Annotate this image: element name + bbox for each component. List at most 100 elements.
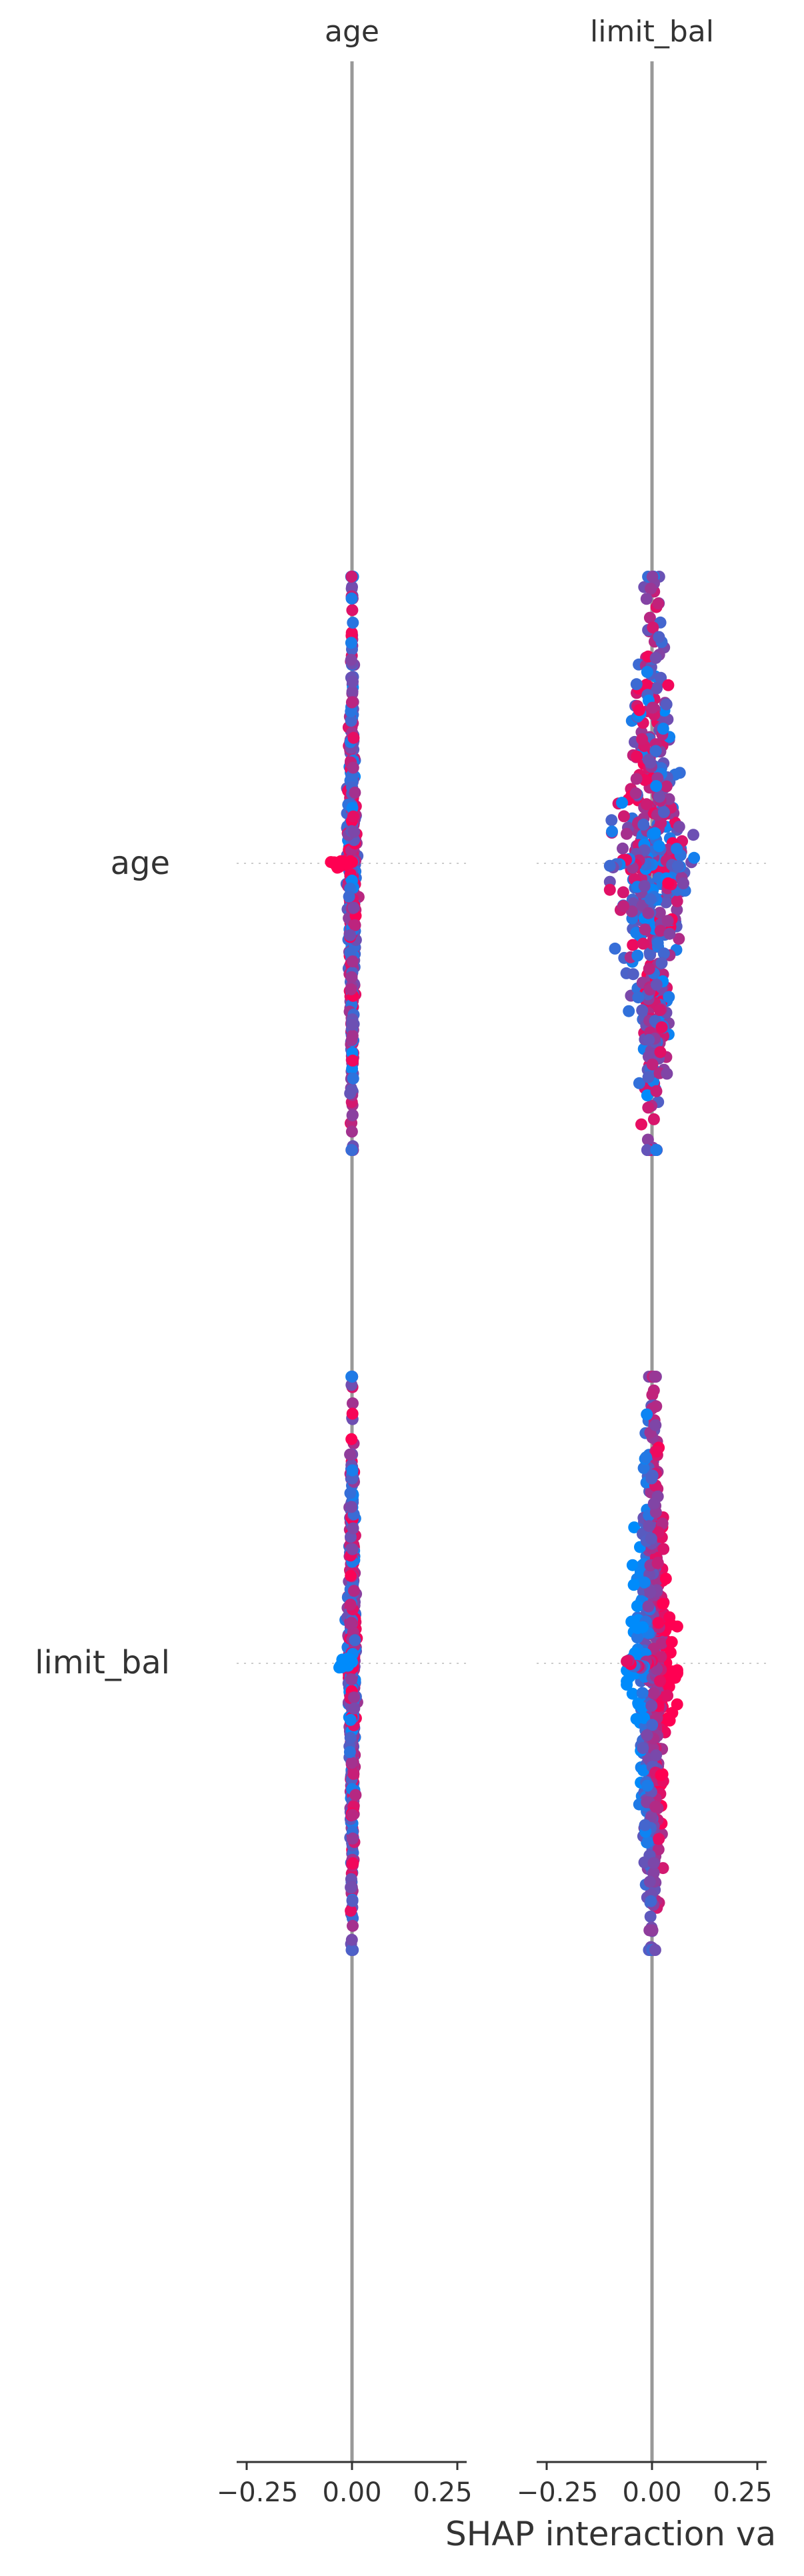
shap-point-age-age	[347, 731, 360, 744]
shap-point-age-age	[345, 715, 357, 727]
shap-point-limit_bal-age	[345, 1905, 357, 1917]
shap-point-age-age	[347, 1054, 359, 1067]
shap-point-limit_bal-age	[344, 1713, 357, 1726]
shap-point-limit_bal-limit_bal	[665, 1636, 678, 1649]
shap-point-age-limit_bal	[655, 957, 668, 969]
shap-point-age-limit_bal	[617, 900, 630, 913]
shap-point-limit_bal-limit_bal	[641, 1835, 654, 1848]
shap-point-age-age	[347, 1072, 359, 1085]
shap-point-age-limit_bal	[605, 814, 618, 827]
shap-point-age-limit_bal	[641, 1089, 653, 1101]
shap-point-limit_bal-age	[345, 1944, 358, 1956]
shap-point-limit_bal-limit_bal	[636, 1687, 649, 1699]
shap-point-age-limit_bal	[637, 937, 649, 950]
shap-point-age-limit_bal	[657, 806, 670, 819]
shap-point-limit_bal-limit_bal	[652, 1843, 665, 1856]
shap-point-age-age	[345, 983, 357, 995]
shap-point-age-limit_bal	[650, 978, 663, 991]
points-layer	[325, 571, 701, 1956]
shap-point-limit_bal-limit_bal	[645, 1895, 657, 1907]
shap-point-age-age	[345, 705, 357, 718]
shap-point-limit_bal-age	[345, 1433, 358, 1445]
shap-point-limit_bal-limit_bal	[642, 1600, 655, 1613]
shap-point-age-age	[347, 617, 359, 629]
shap-point-limit_bal-limit_bal	[636, 1701, 649, 1714]
shap-point-limit_bal-limit_bal	[647, 1857, 660, 1869]
x-tick-label-limit-bal-1: 0.00	[622, 2477, 681, 2508]
shap-point-limit_bal-limit_bal	[641, 1779, 653, 1792]
shap-point-limit_bal-limit_bal	[657, 1862, 669, 1875]
shap-point-age-age	[345, 592, 358, 605]
shap-point-limit_bal-limit_bal	[654, 1675, 666, 1687]
shap-point-age-limit_bal	[673, 933, 685, 945]
shap-point-age-age	[348, 825, 361, 838]
shap-point-limit_bal-limit_bal	[657, 1543, 670, 1555]
shap-point-age-age	[345, 637, 357, 649]
shap-point-limit_bal-limit_bal	[650, 1749, 662, 1762]
shap-point-limit_bal-limit_bal	[651, 1445, 663, 1458]
shap-point-age-limit_bal	[687, 829, 699, 841]
shap-point-age-limit_bal	[632, 991, 645, 1004]
shap-point-limit_bal-age	[343, 1746, 356, 1758]
row-label-age: age	[111, 845, 170, 882]
shap-point-limit_bal-age	[347, 1522, 359, 1535]
shap-point-age-limit_bal	[645, 583, 657, 595]
shap-point-age-limit_bal	[677, 877, 689, 889]
shap-point-age-limit_bal	[653, 840, 665, 853]
shap-point-limit_bal-limit_bal	[659, 1573, 672, 1585]
shap-point-age-limit_bal	[631, 949, 644, 962]
shap-point-age-limit_bal	[630, 773, 643, 785]
shap-point-age-limit_bal	[643, 947, 656, 959]
shap-point-age-limit_bal	[636, 733, 649, 745]
shap-point-age-limit_bal	[639, 923, 651, 936]
shap-point-age-limit_bal	[623, 1005, 635, 1017]
shap-point-limit_bal-limit_bal	[637, 1621, 649, 1633]
shap-point-age-limit_bal	[655, 671, 667, 684]
shap-point-limit_bal-limit_bal	[645, 1699, 658, 1712]
shap-point-limit_bal-age	[346, 1407, 359, 1420]
shap-point-limit_bal-limit_bal	[640, 1451, 653, 1463]
shap-point-limit_bal-age-tail	[333, 1661, 345, 1674]
x-tick-label-age-1: 0.00	[322, 2477, 381, 2508]
shap-point-limit_bal-age	[347, 1767, 360, 1780]
shap-point-limit_bal-limit_bal	[637, 1742, 649, 1754]
shap-point-age-age	[346, 1144, 359, 1156]
shap-point-limit_bal-limit_bal	[638, 1576, 651, 1589]
shap-point-age-limit_bal	[617, 886, 629, 899]
shap-point-age-limit_bal	[638, 880, 651, 893]
shap-point-age-limit_bal	[609, 942, 621, 955]
shap-point-age-age	[347, 675, 359, 688]
shap-point-age-limit_bal	[671, 860, 684, 873]
shap-point-age-limit_bal	[651, 682, 663, 695]
shap-point-age-limit_bal	[640, 679, 653, 691]
shap-point-age-limit_bal	[663, 991, 675, 1003]
shap-point-age-limit_bal	[662, 877, 675, 889]
shap-point-age-limit_bal	[661, 1067, 673, 1080]
shap-point-limit_bal-limit_bal	[649, 1371, 661, 1383]
shap-point-limit_bal-age	[347, 1832, 359, 1845]
shap-point-age-limit_bal	[646, 701, 659, 714]
shap-point-limit_bal-limit_bal	[641, 1408, 653, 1421]
shap-point-limit_bal-age	[348, 1691, 360, 1704]
shap-point-age-limit_bal	[644, 893, 657, 905]
shap-point-limit_bal-age	[346, 1895, 359, 1907]
shap-point-age-limit_bal	[642, 907, 655, 919]
shap-point-age-limit_bal	[631, 750, 643, 763]
shap-point-age-age	[349, 786, 361, 799]
shap-point-age-age	[344, 1087, 357, 1099]
shap-point-age-limit_bal	[617, 810, 630, 823]
shap-point-age-limit_bal	[616, 797, 628, 809]
shap-point-age-limit_bal	[646, 571, 659, 583]
shap-point-age-limit_bal	[643, 611, 656, 624]
shap-point-age-limit_bal	[653, 791, 665, 803]
shap-point-limit_bal-age	[349, 1789, 362, 1801]
shap-point-limit_bal-limit_bal	[627, 1579, 640, 1591]
shap-point-limit_bal-age	[348, 1585, 360, 1597]
shap-point-age-limit_bal	[649, 827, 661, 839]
x-axis-age: −0.25 0.00 0.25	[217, 2461, 473, 2508]
shap-point-age-limit_bal	[643, 1033, 655, 1046]
shap-point-limit_bal-limit_bal	[652, 1617, 665, 1629]
shap-point-age-age	[347, 901, 360, 914]
shap-point-limit_bal-age	[347, 1857, 359, 1869]
